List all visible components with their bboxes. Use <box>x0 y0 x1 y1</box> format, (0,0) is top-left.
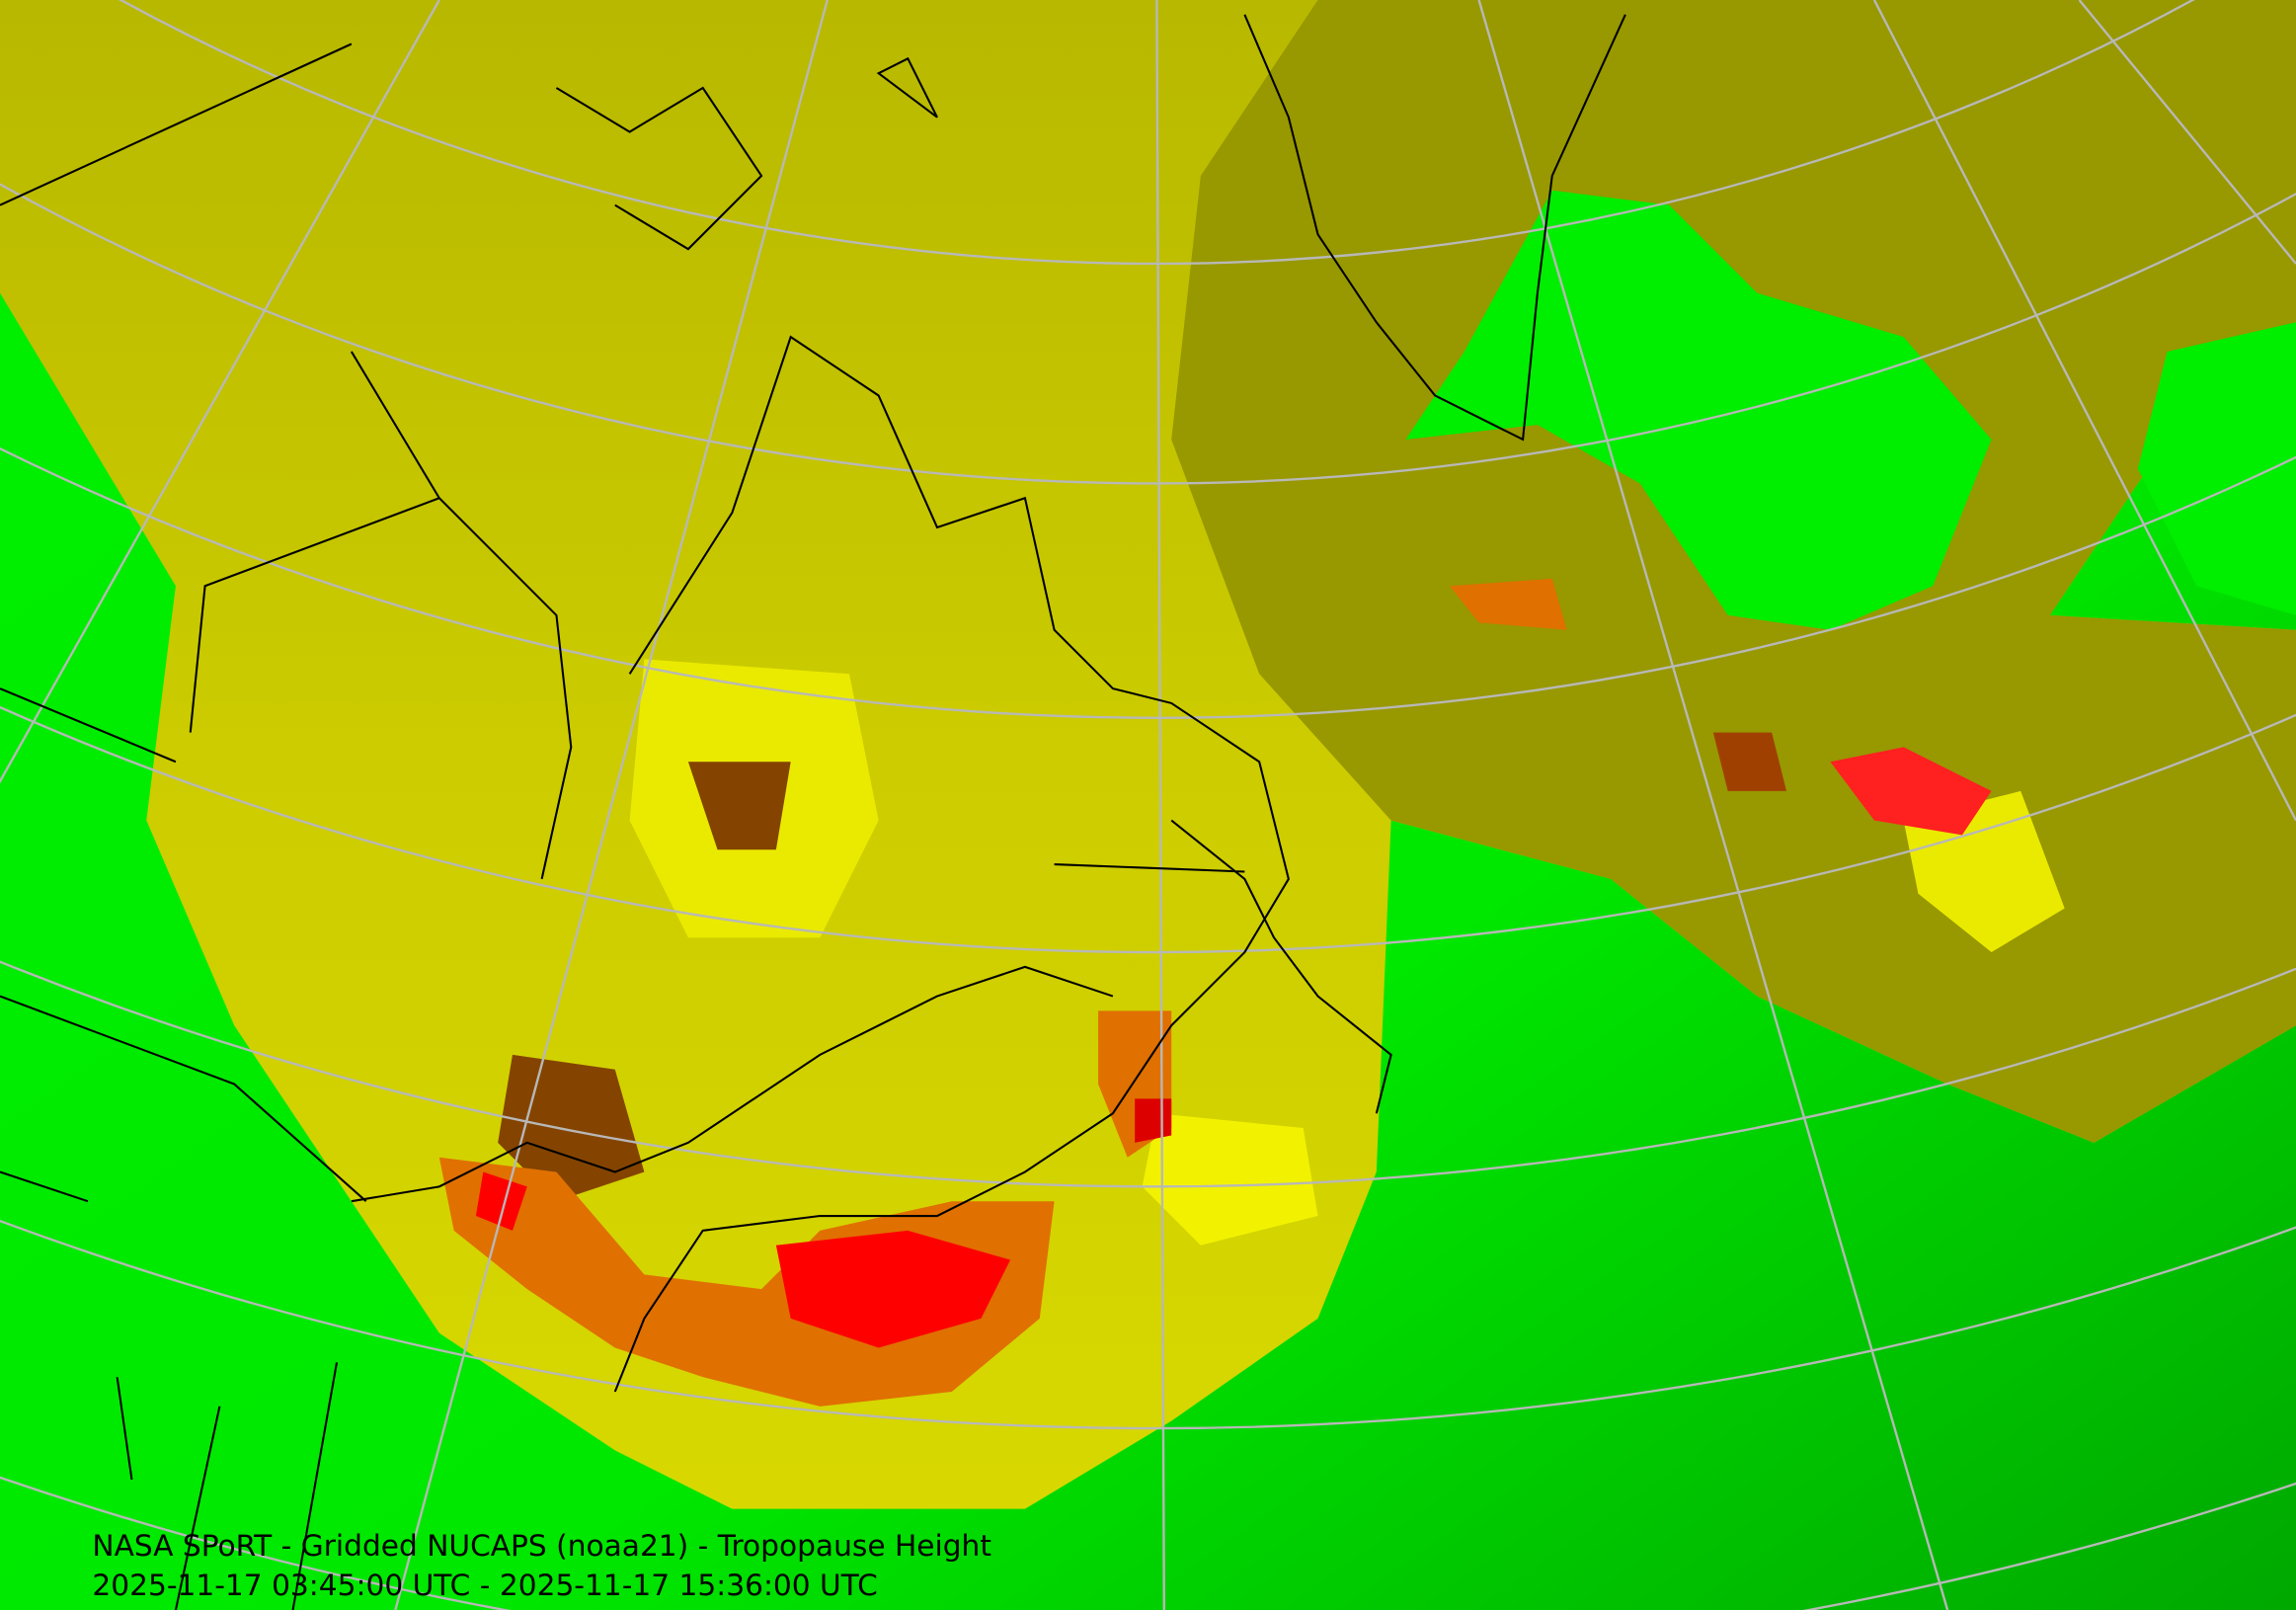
coastlines <box>0 14 1626 1610</box>
map-title: NASA SPoRT - Gridded NUCAPS (noaa21) - T… <box>92 1528 991 1563</box>
time-range: 2025-11-17 03:45:00 UTC - 2025-11-17 15:… <box>92 1568 877 1602</box>
